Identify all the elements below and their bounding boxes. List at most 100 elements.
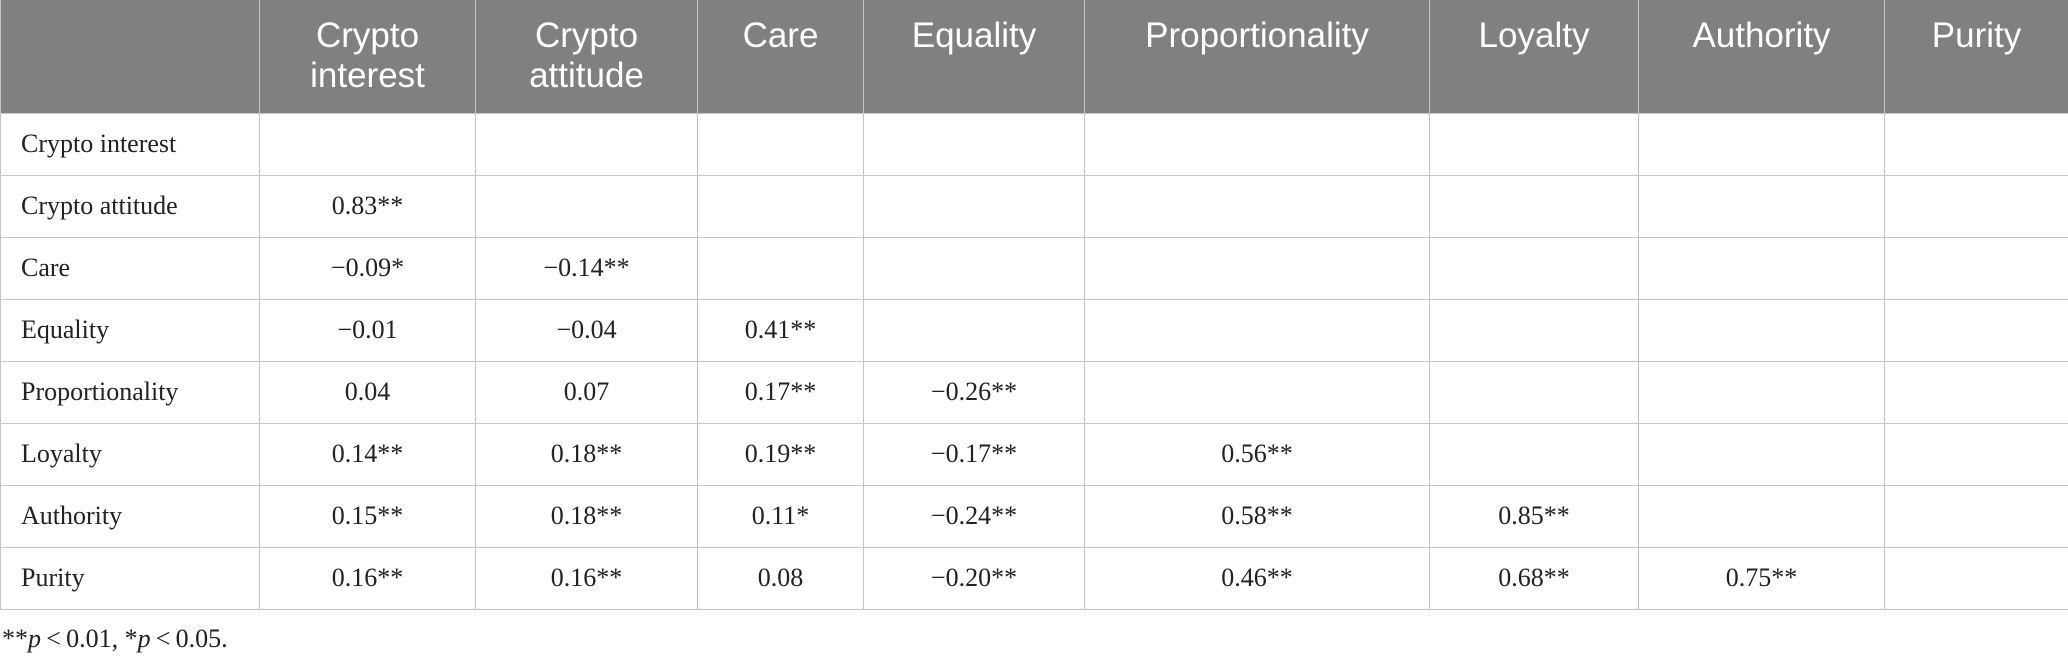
correlation-cell: 0.16** — [475, 546, 698, 610]
correlation-cell — [1429, 360, 1639, 424]
correlation-cell — [1638, 174, 1885, 238]
row-label: Crypto attitude — [0, 174, 260, 238]
correlation-cell — [1429, 422, 1639, 486]
header-line: Crypto — [534, 16, 639, 55]
footnote-double-star: ** — [2, 624, 28, 653]
correlation-cell — [475, 112, 698, 176]
header-equality: Equality — [863, 0, 1085, 114]
header-corner-cell — [0, 0, 260, 114]
correlation-cell — [1638, 484, 1885, 548]
table-row: Care −0.09* −0.14** — [0, 236, 2068, 300]
row-label: Crypto interest — [0, 112, 260, 176]
correlation-cell: 0.14** — [259, 422, 476, 486]
correlation-cell: 0.58** — [1084, 484, 1430, 548]
table-row: Loyalty 0.14** 0.18** 0.19** −0.17** 0.56** — [0, 422, 2068, 486]
row-label: Authority — [0, 484, 260, 548]
correlation-cell — [1638, 112, 1885, 176]
correlation-cell: −0.14** — [475, 236, 698, 300]
correlation-cell — [863, 112, 1085, 176]
correlation-cell — [475, 174, 698, 238]
correlation-table-container: Crypto interest Crypto attitude Care Equal… — [0, 0, 2068, 610]
footnote-p-symbol: p — [137, 624, 151, 653]
correlation-cell: 0.85** — [1429, 484, 1639, 548]
correlation-cell — [1884, 546, 2068, 610]
correlation-cell — [1084, 236, 1430, 300]
table-row: Proportionality 0.04 0.07 0.17** −0.26** — [0, 360, 2068, 424]
table-row: Crypto attitude 0.83** — [0, 174, 2068, 238]
header-row: Crypto interest Crypto attitude Care Equal… — [0, 0, 2068, 114]
correlation-cell: 0.19** — [697, 422, 864, 486]
correlation-cell — [1084, 298, 1430, 362]
correlation-cell — [697, 112, 864, 176]
header-line: interest — [310, 56, 425, 95]
correlation-cell — [1638, 236, 1885, 300]
row-label: Equality — [0, 298, 260, 362]
row-label: Care — [0, 236, 260, 300]
correlation-cell — [1638, 422, 1885, 486]
correlation-cell — [1638, 360, 1885, 424]
header-crypto-interest: Crypto interest — [259, 0, 476, 114]
correlation-cell — [1429, 236, 1639, 300]
correlation-cell — [1429, 174, 1639, 238]
correlation-cell — [697, 236, 864, 300]
table-row: Purity 0.16** 0.16** 0.08 −0.20** 0.46** 0.68*… — [0, 546, 2068, 610]
table-row: Authority 0.15** 0.18** 0.11* −0.24** 0.58** 0… — [0, 484, 2068, 548]
header-care: Care — [697, 0, 864, 114]
correlation-cell — [863, 298, 1085, 362]
footnote-threshold-005: < 0.05. — [150, 624, 228, 653]
correlation-cell — [1884, 112, 2068, 176]
footnote-p-symbol: p — [28, 624, 41, 653]
correlation-cell — [1884, 298, 2068, 362]
footnote-single-star: * — [124, 624, 138, 653]
header-proportionality: Proportionality — [1084, 0, 1430, 114]
correlation-cell: 0.18** — [475, 484, 698, 548]
row-label: Loyalty — [0, 422, 260, 486]
correlation-cell: 0.04 — [259, 360, 476, 424]
correlation-cell: 0.08 — [697, 546, 864, 610]
correlation-cell — [1084, 174, 1430, 238]
correlation-cell: −0.26** — [863, 360, 1085, 424]
row-label: Purity — [0, 546, 260, 610]
correlation-cell: 0.07 — [475, 360, 698, 424]
correlation-cell: 0.46** — [1084, 546, 1430, 610]
correlation-cell — [1884, 174, 2068, 238]
header-crypto-attitude: Crypto attitude — [475, 0, 698, 114]
significance-footnote: **p < 0.01, *p < 0.05. — [2, 624, 228, 654]
correlation-cell: 0.15** — [259, 484, 476, 548]
header-purity: Purity — [1884, 0, 2068, 114]
correlation-cell: −0.04 — [475, 298, 698, 362]
correlation-cell: −0.09* — [259, 236, 476, 300]
correlation-cell: 0.56** — [1084, 422, 1430, 486]
correlation-cell: 0.83** — [259, 174, 476, 238]
correlation-table: Crypto interest Crypto attitude Care Equal… — [0, 0, 2068, 610]
header-line: Crypto — [315, 16, 420, 55]
table-row: Crypto interest — [0, 112, 2068, 176]
header-line: attitude — [529, 56, 644, 95]
footnote-threshold-001: < 0.01, — [41, 624, 125, 653]
table-header: Crypto interest Crypto attitude Care Equal… — [0, 0, 2068, 114]
correlation-cell — [1429, 112, 1639, 176]
correlation-cell — [697, 174, 864, 238]
correlation-cell — [1884, 360, 2068, 424]
correlation-cell: 0.17** — [697, 360, 864, 424]
correlation-cell — [1884, 236, 2068, 300]
correlation-cell — [1084, 360, 1430, 424]
correlation-cell: 0.68** — [1429, 546, 1639, 610]
correlation-cell: −0.17** — [863, 422, 1085, 486]
correlation-cell: 0.18** — [475, 422, 698, 486]
correlation-cell: −0.01 — [259, 298, 476, 362]
correlation-cell: 0.75** — [1638, 546, 1885, 610]
correlation-cell: −0.20** — [863, 546, 1085, 610]
correlation-cell — [1429, 298, 1639, 362]
table-row: Equality −0.01 −0.04 0.41** — [0, 298, 2068, 362]
header-loyalty: Loyalty — [1429, 0, 1639, 114]
correlation-cell — [1884, 422, 2068, 486]
correlation-cell — [259, 112, 476, 176]
row-label: Proportionality — [0, 360, 260, 424]
correlation-cell: 0.41** — [697, 298, 864, 362]
correlation-cell — [1884, 484, 2068, 548]
table-body: Crypto interest Crypto attitude 0.83** Care… — [0, 112, 2068, 610]
correlation-cell — [1638, 298, 1885, 362]
correlation-cell: 0.16** — [259, 546, 476, 610]
correlation-cell — [1084, 112, 1430, 176]
